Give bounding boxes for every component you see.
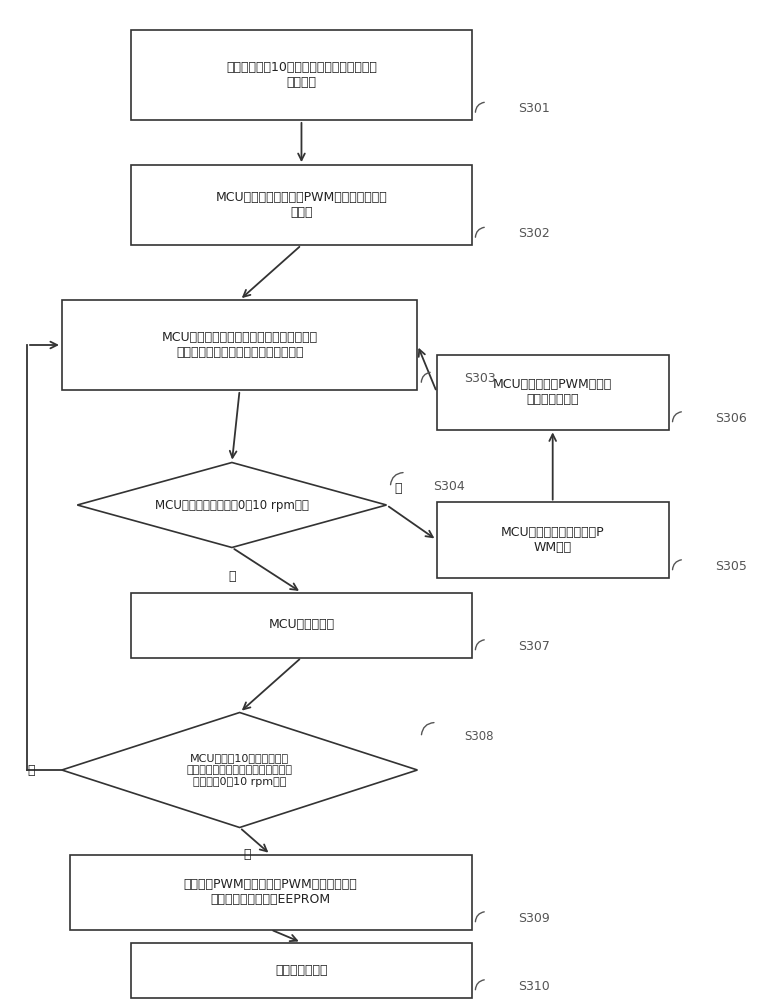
FancyBboxPatch shape xyxy=(62,300,417,390)
Text: S306: S306 xyxy=(715,412,747,424)
Text: S305: S305 xyxy=(715,559,747,572)
Polygon shape xyxy=(62,712,417,827)
Text: MCU判断在10秒内直流电机
的实时转速与目标转速之间的差值是
否都处于0至10 rpm之内: MCU判断在10秒内直流电机 的实时转速与目标转速之间的差值是 否都处于0至10… xyxy=(186,753,293,787)
Text: S303: S303 xyxy=(464,372,495,385)
FancyBboxPatch shape xyxy=(437,355,669,430)
Text: S310: S310 xyxy=(518,980,550,992)
Text: 否: 否 xyxy=(394,482,402,495)
Text: 是: 是 xyxy=(243,847,251,860)
Text: MCU根据差值调整当前的P
WM信号: MCU根据差值调整当前的P WM信号 xyxy=(501,526,604,554)
FancyBboxPatch shape xyxy=(131,30,472,120)
Text: 退出自校准模式: 退出自校准模式 xyxy=(275,964,328,976)
Text: MCU启动计时器: MCU启动计时器 xyxy=(268,618,335,632)
Text: S301: S301 xyxy=(518,102,550,115)
Polygon shape xyxy=(77,462,387,548)
Text: S309: S309 xyxy=(518,912,550,924)
Text: MCU以初始档位的初始PWM信号驱动直流电
机运转: MCU以初始档位的初始PWM信号驱动直流电 机运转 xyxy=(216,191,387,219)
Text: 否: 否 xyxy=(27,764,35,776)
Text: MCU判断差值是否处于0至10 rpm之内: MCU判断差值是否处于0至10 rpm之内 xyxy=(155,498,309,512)
Text: MCU根据直流电机反馈的转速信号计算直流
电机的当前转速与目标转速之间的差值: MCU根据直流电机反馈的转速信号计算直流 电机的当前转速与目标转速之间的差值 xyxy=(162,331,318,359)
FancyBboxPatch shape xyxy=(131,592,472,658)
FancyBboxPatch shape xyxy=(131,942,472,998)
Text: 将当前的PWM信号与初始PWM信号的占空比
之差作为校准值写入EEPROM: 将当前的PWM信号与初始PWM信号的占空比 之差作为校准值写入EEPROM xyxy=(184,878,357,906)
FancyBboxPatch shape xyxy=(131,165,472,245)
Text: S302: S302 xyxy=(518,227,550,240)
Text: S304: S304 xyxy=(433,480,465,493)
Text: 是: 是 xyxy=(228,570,236,582)
Text: 吸油烟机上电10秒内长按特定键启动转速自
校准模式: 吸油烟机上电10秒内长按特定键启动转速自 校准模式 xyxy=(226,61,377,89)
Text: S308: S308 xyxy=(464,729,493,742)
Text: S307: S307 xyxy=(518,640,550,652)
FancyBboxPatch shape xyxy=(437,502,669,577)
Text: MCU以调整后的PWM信号驱
动直流电机运转: MCU以调整后的PWM信号驱 动直流电机运转 xyxy=(493,378,612,406)
FancyBboxPatch shape xyxy=(70,854,472,930)
